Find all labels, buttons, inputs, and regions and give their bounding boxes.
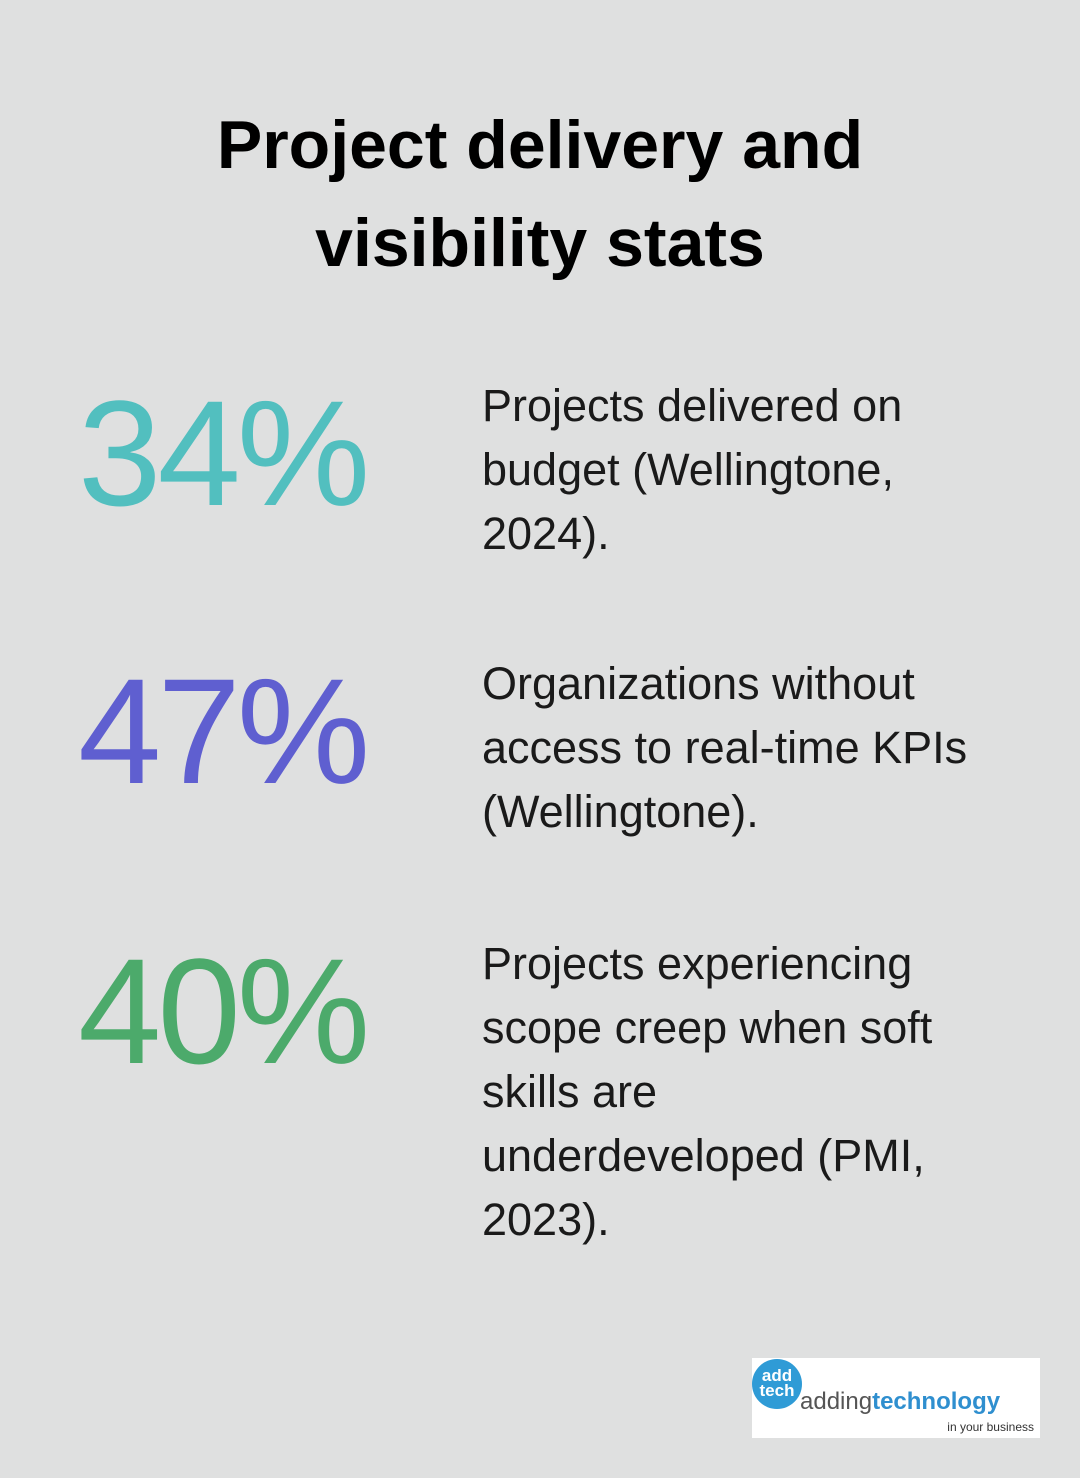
logo-name: addingtechnology [800, 1388, 1000, 1416]
description-line: Projects experiencing [482, 938, 913, 989]
description-line: access to real-time KPIs [482, 722, 968, 773]
title-line: Project delivery and [216, 107, 864, 183]
stat-description: Projects experiencing scope creep when so… [482, 932, 932, 1252]
stat-description: Organizations without access to real-time… [482, 652, 967, 844]
title: Project delivery and visibility stats [0, 96, 1080, 292]
stat-figure: 47% [78, 647, 370, 815]
description-line: 2023). [482, 1194, 610, 1245]
description-line: 2024). [482, 508, 610, 559]
stat-figure: 40% [78, 927, 370, 1095]
description-line: (Wellingtone). [482, 786, 759, 837]
description-line: Organizations without [482, 658, 915, 709]
title-line: visibility stats [315, 205, 765, 281]
stat-description: Projects delivered on budget (Wellingtone… [482, 374, 902, 566]
description-line: budget (Wellingtone, [482, 444, 894, 495]
description-line: Projects delivered on [482, 380, 903, 431]
logo: add tech addingtechnology in your busine… [752, 1358, 1040, 1438]
logo-badge: add tech [752, 1359, 802, 1409]
badge-top: add [761, 1366, 793, 1385]
logo-tagline: in your business [947, 1420, 1034, 1434]
logo-name-light: adding [800, 1388, 873, 1415]
description-line: underdeveloped (PMI, [482, 1130, 925, 1181]
badge-bottom: tech [759, 1381, 795, 1400]
logo-name-bold: technology [872, 1388, 1001, 1415]
stat-figure: 34% [78, 369, 370, 537]
description-line: scope creep when soft [482, 1002, 933, 1053]
description-line: skills are [482, 1066, 658, 1117]
